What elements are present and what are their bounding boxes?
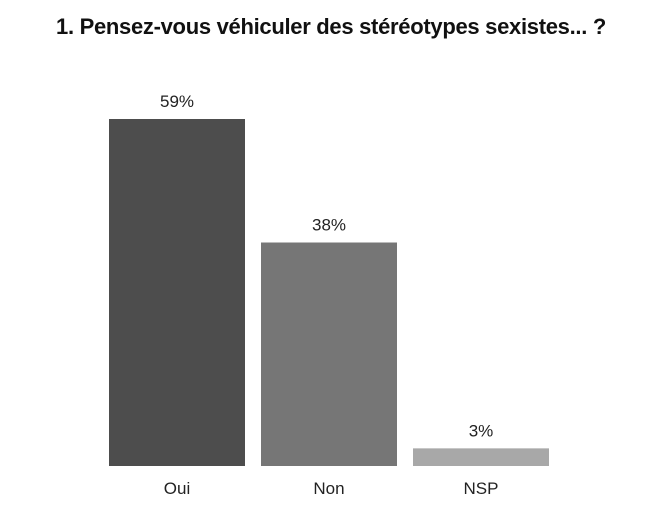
value-label-nsp: 3%: [469, 421, 494, 440]
x-tick-labels-group: Oui Non NSP: [164, 479, 499, 498]
chart-title: 1. Pensez-vous véhiculer des stéréotypes…: [56, 14, 606, 39]
bar-oui: [109, 119, 245, 466]
x-tick-label-nsp: NSP: [464, 479, 499, 498]
value-label-non: 38%: [312, 216, 346, 235]
bar-non: [261, 242, 397, 466]
value-labels-group: 59% 38% 3%: [160, 92, 493, 440]
value-label-oui: 59%: [160, 92, 194, 111]
x-tick-label-oui: Oui: [164, 479, 190, 498]
bars-group: [109, 119, 549, 466]
bar-nsp: [413, 448, 549, 466]
x-tick-label-non: Non: [313, 479, 344, 498]
